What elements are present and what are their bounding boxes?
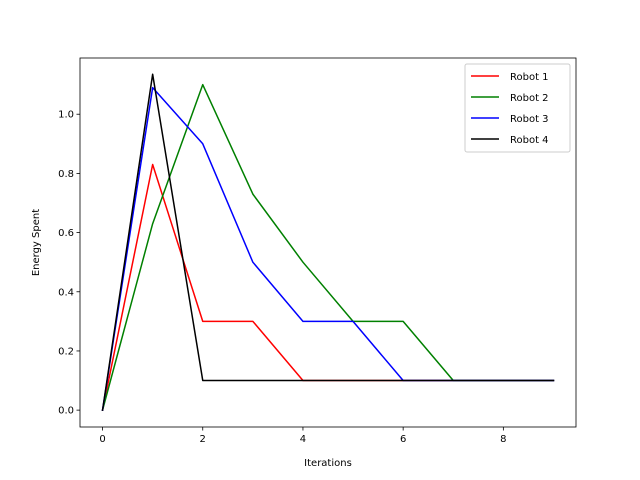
x-tick-label: 6 xyxy=(400,434,406,445)
y-axis-label: Energy Spent xyxy=(31,209,42,276)
y-tick-label: 1.0 xyxy=(58,110,74,121)
x-tick-label: 4 xyxy=(300,434,306,445)
y-tick-label: 0.4 xyxy=(58,287,74,298)
series-line-4 xyxy=(101,73,555,411)
y-tick-label: 0.6 xyxy=(58,228,74,239)
x-tick-label: 8 xyxy=(500,434,506,445)
axis-ticks: 0 2 4 6 8 0.0 0.2 0.4 0.6 0.8 1.0 xyxy=(58,110,506,445)
plot-area xyxy=(101,73,555,412)
y-tick-label: 0.0 xyxy=(58,406,74,417)
legend-label: Robot 2 xyxy=(510,93,549,104)
y-tick-label: 0.8 xyxy=(58,169,74,180)
x-axis-label: Iterations xyxy=(304,458,352,469)
x-tick-label: 2 xyxy=(200,434,206,445)
y-tick-label: 0.2 xyxy=(58,346,74,357)
legend-label: Robot 3 xyxy=(510,114,549,125)
legend-label: Robot 4 xyxy=(510,135,549,146)
axes-frame xyxy=(79,57,577,428)
legend-box xyxy=(464,63,571,153)
x-tick-label: 0 xyxy=(99,434,105,445)
legend-label: Robot 1 xyxy=(510,72,549,83)
legend: Robot 1 Robot 2 Robot 3 Robot 4 xyxy=(464,63,571,153)
